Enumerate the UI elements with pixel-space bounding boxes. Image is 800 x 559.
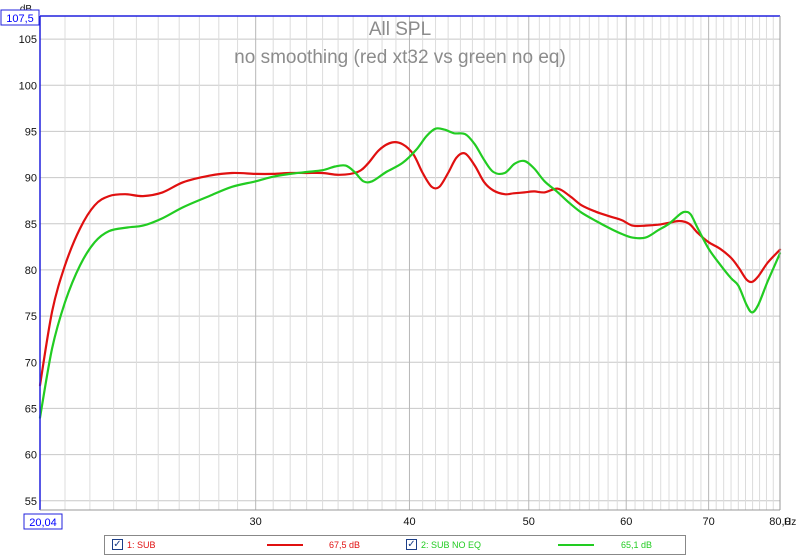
y-max-box[interactable] bbox=[0, 9, 40, 26]
x-tick-label: 40 bbox=[403, 516, 415, 528]
x-tick-labels: 30 40 50 60 70 80,0 bbox=[250, 516, 791, 528]
series-1-name: 1: SUB bbox=[127, 540, 156, 550]
series-2-checkbox[interactable]: ✓ bbox=[406, 539, 417, 550]
series-2-line bbox=[38, 127, 782, 419]
chart-subtitle: no smoothing (red xt32 vs green no eq) bbox=[234, 47, 566, 68]
series-1-level: 67,5 dB bbox=[329, 540, 361, 550]
y-tick-labels: 55 60 65 70 75 80 85 90 95 100 105 bbox=[19, 34, 37, 508]
series-2-swatch bbox=[558, 544, 594, 546]
series-2-level: 65,1 dB bbox=[621, 540, 653, 550]
y-tick-label: 100 bbox=[19, 80, 37, 92]
series-2-name: 2: SUB NO EQ bbox=[421, 540, 482, 550]
y-tick-label: 90 bbox=[25, 173, 37, 185]
y-tick-label: 75 bbox=[25, 311, 37, 323]
plot-background bbox=[40, 16, 780, 510]
y-max-label: 107,5 bbox=[6, 13, 34, 25]
x-min-label: 20,04 bbox=[29, 517, 57, 529]
x-min-box[interactable] bbox=[23, 513, 63, 530]
series-1-checkbox[interactable]: ✓ bbox=[112, 539, 123, 550]
y-tick-label: 85 bbox=[25, 219, 37, 231]
x-axis-unit: Hz bbox=[784, 517, 796, 528]
x-tick-label: 60 bbox=[620, 516, 632, 528]
x-tick-label: 80,0 bbox=[769, 516, 790, 528]
series-layer bbox=[38, 127, 782, 419]
y-tick-label: 55 bbox=[25, 496, 37, 508]
x-tick-label: 30 bbox=[250, 516, 262, 528]
x-tick-label: 70 bbox=[702, 516, 714, 528]
y-tick-label: 95 bbox=[25, 126, 37, 138]
y-tick-label: 105 bbox=[19, 34, 37, 46]
y-tick-label: 65 bbox=[25, 403, 37, 415]
x-tick-label: 50 bbox=[523, 516, 535, 528]
legend-bar: ✓ 1: SUB 67,5 dB ✓ 2: SUB NO EQ 65,1 dB bbox=[104, 535, 686, 555]
series-1-line bbox=[38, 141, 782, 387]
grid-lines bbox=[40, 16, 780, 510]
series-1-swatch bbox=[267, 544, 303, 546]
y-tick-label: 80 bbox=[25, 265, 37, 277]
chart-title: All SPL bbox=[369, 19, 431, 40]
y-tick-label: 60 bbox=[25, 450, 37, 462]
y-tick-label: 70 bbox=[25, 357, 37, 369]
